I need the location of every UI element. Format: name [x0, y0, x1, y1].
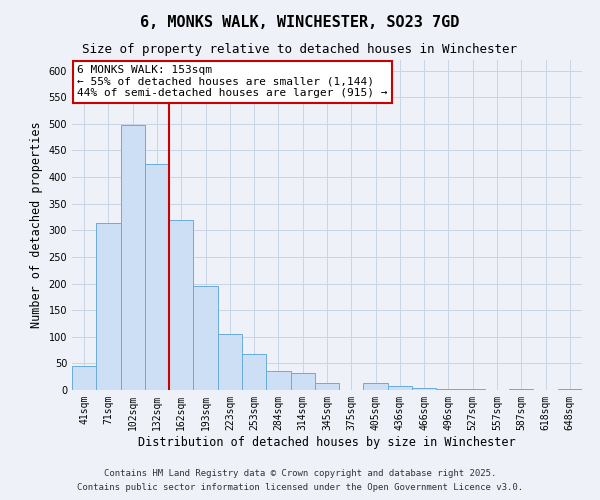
Bar [266, 372, 290, 390]
Text: Size of property relative to detached houses in Winchester: Size of property relative to detached ho… [83, 42, 517, 56]
X-axis label: Distribution of detached houses by size in Winchester: Distribution of detached houses by size … [138, 436, 516, 448]
Text: 6, MONKS WALK, WINCHESTER, SO23 7GD: 6, MONKS WALK, WINCHESTER, SO23 7GD [140, 15, 460, 30]
Bar [193, 286, 218, 390]
Text: Contains public sector information licensed under the Open Government Licence v3: Contains public sector information licen… [77, 484, 523, 492]
Bar [72, 366, 96, 390]
Bar [412, 388, 436, 390]
Bar [218, 334, 242, 390]
Bar [388, 386, 412, 390]
Text: 6 MONKS WALK: 153sqm
← 55% of detached houses are smaller (1,144)
44% of semi-de: 6 MONKS WALK: 153sqm ← 55% of detached h… [77, 65, 388, 98]
Y-axis label: Number of detached properties: Number of detached properties [30, 122, 43, 328]
Bar [290, 373, 315, 390]
Bar [315, 383, 339, 390]
Bar [436, 389, 461, 390]
Bar [169, 220, 193, 390]
Text: Contains HM Land Registry data © Crown copyright and database right 2025.: Contains HM Land Registry data © Crown c… [104, 468, 496, 477]
Bar [242, 354, 266, 390]
Bar [364, 383, 388, 390]
Bar [145, 164, 169, 390]
Bar [121, 125, 145, 390]
Bar [96, 224, 121, 390]
